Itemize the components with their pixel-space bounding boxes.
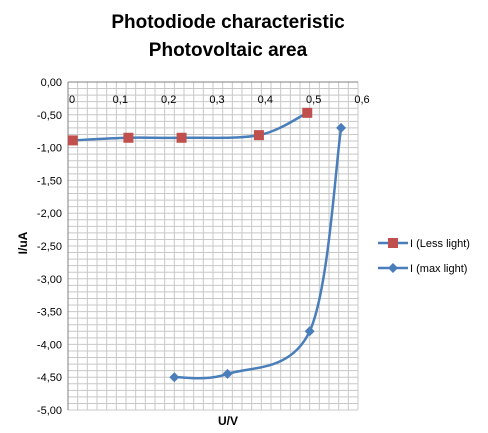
y-tick-label: 0,00 xyxy=(41,77,62,89)
x-tick-label: 0,1 xyxy=(113,94,128,106)
grid xyxy=(67,81,359,411)
y-tick-label: -3,00 xyxy=(37,274,62,286)
x-tick-label: 0,4 xyxy=(258,94,273,106)
x-tick-label: 0,6 xyxy=(354,94,369,106)
data-point-less-light xyxy=(302,107,313,118)
legend-marker-max-light xyxy=(388,263,398,273)
y-tick-label: -4,50 xyxy=(37,372,62,384)
y-tick-label: -4,00 xyxy=(37,339,62,351)
legend-label-max-light: I (max light) xyxy=(410,263,467,275)
y-tick-label: -1,00 xyxy=(37,143,62,155)
data-point-max-light xyxy=(169,372,180,383)
legend: I (Less light) I (max light) xyxy=(378,238,470,275)
chart-title-line2: Photovoltaic area xyxy=(149,40,308,61)
y-tick-label: -2,50 xyxy=(37,241,62,253)
data-point-max-light xyxy=(336,122,347,133)
series-line-less-light xyxy=(72,111,308,142)
x-tick-labels: 0 0,1 0,2 0,3 0,4 0,5 0,6 xyxy=(69,94,370,106)
y-tick-label: -2,00 xyxy=(37,208,62,220)
data-point-less-light xyxy=(253,130,264,141)
chart-title-line1: Photodiode characteristic xyxy=(111,12,345,33)
y-tick-label: -1,50 xyxy=(37,175,62,187)
legend-label-less-light: I (Less light) xyxy=(410,238,470,250)
x-tick-label: 0,2 xyxy=(161,94,176,106)
y-tick-label: -3,50 xyxy=(37,307,62,319)
data-point-max-light xyxy=(222,368,233,379)
data-point-less-light xyxy=(176,132,187,143)
legend-marker-less-light xyxy=(388,238,398,248)
x-tick-label: 0,3 xyxy=(209,94,224,106)
x-tick-label: 0 xyxy=(69,94,75,106)
y-axis-title: I/uA xyxy=(16,231,30,254)
series-line-max-light xyxy=(174,127,343,380)
series-group xyxy=(67,107,347,383)
data-point-less-light xyxy=(67,135,78,146)
y-tick-labels: 0,00 -0,50 -1,00 -1,50 -2,00 -2,50 -3,00 -3,50 -… xyxy=(37,77,62,417)
y-tick-label: -0,50 xyxy=(37,110,62,122)
data-point-less-light xyxy=(123,132,134,143)
y-tick-label: -5,00 xyxy=(37,405,62,417)
x-axis-title: U/V xyxy=(218,414,238,428)
data-point-max-light xyxy=(304,326,315,337)
x-tick-label: 0,5 xyxy=(306,94,321,106)
